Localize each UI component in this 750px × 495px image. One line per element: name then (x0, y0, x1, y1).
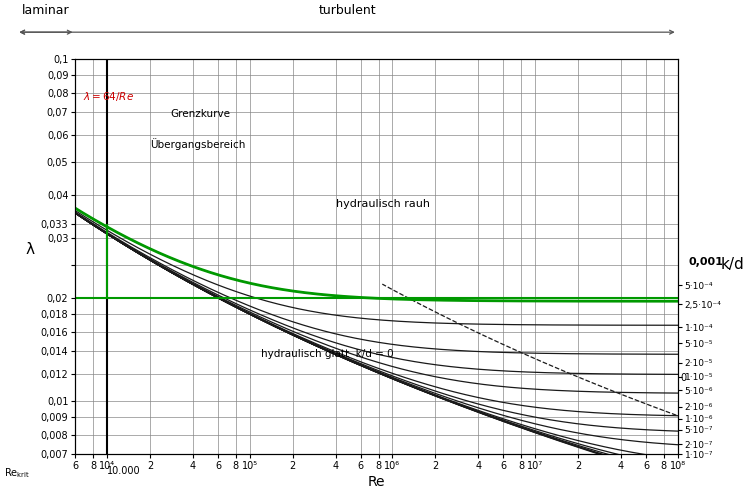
Text: laminar: laminar (22, 4, 70, 17)
Y-axis label: λ: λ (25, 242, 34, 257)
Text: Re$_\mathregular{krit}$: Re$_\mathregular{krit}$ (4, 466, 29, 480)
Text: $\lambda = 64/Re$: $\lambda = 64/Re$ (83, 90, 134, 103)
Text: hydraulisch glatt  k/d = 0: hydraulisch glatt k/d = 0 (261, 349, 394, 359)
Text: 10.000: 10.000 (106, 466, 140, 476)
Text: 0,001: 0,001 (689, 257, 724, 267)
X-axis label: Re: Re (368, 475, 386, 490)
Text: hydraulisch rauh: hydraulisch rauh (335, 199, 430, 209)
Y-axis label: k/d: k/d (721, 257, 745, 272)
Text: turbulent: turbulent (318, 4, 376, 17)
Text: Übergangsbereich: Übergangsbereich (150, 138, 245, 150)
Text: Grenzkurve: Grenzkurve (171, 109, 231, 119)
Text: 0: 0 (681, 373, 687, 383)
